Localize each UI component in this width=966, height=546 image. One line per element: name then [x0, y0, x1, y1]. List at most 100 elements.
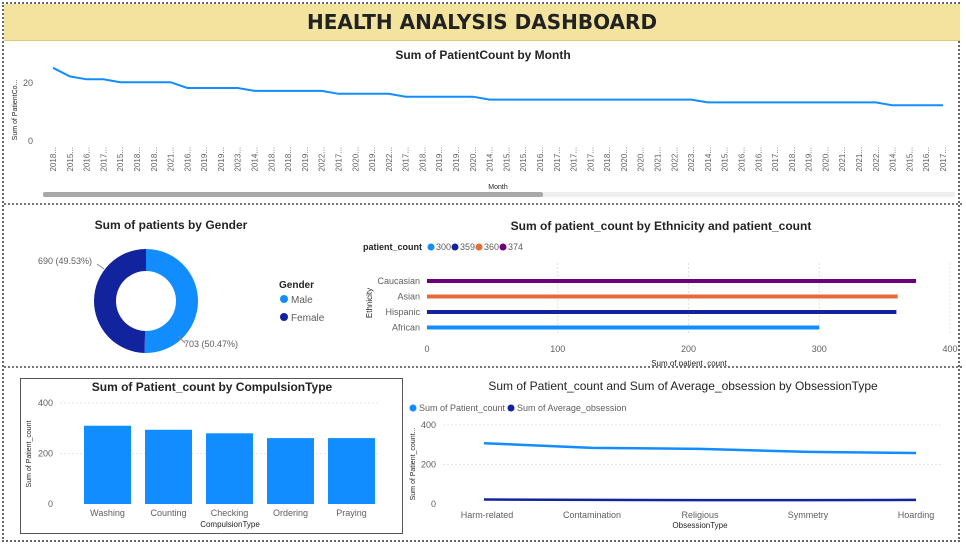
bar-ordering — [267, 438, 314, 504]
x-tick-label: 2018... — [150, 147, 159, 171]
x-tick-label: Checking — [211, 508, 249, 518]
x-tick-label: 2020... — [620, 147, 629, 171]
x-tick-label: 2017... — [586, 147, 595, 171]
x-tick-label: 2014... — [889, 147, 898, 171]
data-label-male: 703 (50.47%) — [184, 339, 238, 349]
x-tick-label: 2020... — [351, 147, 360, 171]
legend-title: Gender — [279, 280, 314, 291]
x-tick-label: Ordering — [273, 508, 308, 518]
x-tick-label: 2022... — [670, 147, 679, 171]
y-tick-label: 200 — [38, 449, 53, 459]
legend-marker — [280, 295, 288, 303]
x-tick-label: 2020... — [822, 147, 831, 171]
month-line-chart: Sum of PatientCount by Month 0 20 Sum of Pa… — [12, 48, 955, 197]
chart-title: Sum of Patient_count and Sum of Average_… — [488, 379, 878, 393]
bar-african — [427, 325, 820, 330]
x-tick-label: 2021... — [855, 147, 864, 171]
compulsion-bar-chart: Sum of Patient_count by CompulsionType 0 2… — [26, 380, 380, 529]
y-tick-label: 0 — [28, 136, 33, 146]
x-tick-label: 2018... — [133, 147, 142, 171]
x-axis-label: ObsessionType — [672, 521, 728, 530]
x-tick-label: 2019... — [200, 147, 209, 171]
legend-label: 374 — [508, 242, 523, 252]
chart-title: Sum of patients by Gender — [95, 218, 248, 232]
x-axis-label: Sum of patient_count — [651, 359, 727, 366]
x-tick-label: 2023... — [687, 147, 696, 171]
x-tick-label: 2021... — [654, 147, 663, 171]
legend-title: patient_count — [363, 242, 422, 252]
x-tick-label: 2018... — [788, 147, 797, 171]
x-tick-label: Symmetry — [788, 510, 829, 520]
x-tick-label: 200 — [681, 344, 696, 354]
legend-label: Female — [291, 313, 325, 324]
x-tick-label: 2016... — [754, 147, 763, 171]
legend-marker — [280, 313, 288, 321]
legend-marker — [427, 243, 435, 251]
y-tick-label: 400 — [421, 420, 436, 430]
legend-marker — [499, 243, 507, 251]
x-tick-label: 2014... — [486, 147, 495, 171]
y-tick-label: Caucasian — [377, 276, 420, 286]
compulsion-chart-border — [20, 378, 403, 534]
x-tick-label: 2016... — [183, 147, 192, 171]
x-tick-label: 2015... — [905, 147, 914, 171]
x-tick-label: 2018... — [418, 147, 427, 171]
x-tick-label: 2020... — [637, 147, 646, 171]
y-tick-label: Asian — [397, 292, 420, 302]
legend-marker — [507, 404, 515, 412]
x-tick-label: 2017... — [553, 147, 562, 171]
label-leader — [96, 263, 105, 270]
y-axis-label: Ethnicity — [365, 288, 374, 318]
bar-hispanic — [427, 310, 897, 314]
x-tick-label: 2015... — [116, 147, 125, 171]
series-line-patient-count — [483, 441, 917, 455]
data-label-female: 690 (49.53%) — [38, 256, 92, 266]
x-tick-label: 2016... — [922, 147, 931, 171]
legend-label: 300 — [436, 242, 451, 252]
legend-label: Sum of Patient_count — [419, 403, 506, 413]
x-tick-label: 2016... — [738, 147, 747, 171]
x-tick-label: 2019... — [805, 147, 814, 171]
x-tick-label: 2018... — [603, 147, 612, 171]
x-tick-label: Religious — [681, 510, 719, 520]
x-tick-label: 2015... — [519, 147, 528, 171]
series-line-average-obsession — [483, 498, 917, 502]
ethnicity-bar-chart: Sum of patient_count by Ethnicity and pa… — [363, 219, 958, 366]
x-tick-label: Washing — [90, 508, 125, 518]
bar-caucasian — [427, 279, 917, 283]
legend-label: Sum of Average_obsession — [517, 403, 626, 413]
x-tick-label: 2022... — [385, 147, 394, 171]
x-axis-label: Month — [488, 184, 508, 191]
chart-title: Sum of PatientCount by Month — [395, 48, 570, 62]
bar-checking — [206, 433, 253, 504]
x-tick-label: 2022... — [872, 147, 881, 171]
x-tick-label: 2018... — [49, 147, 58, 171]
donut-slice-male — [144, 249, 199, 353]
legend-label: Male — [291, 295, 313, 306]
divider-top — [4, 203, 962, 205]
y-tick-label: 400 — [38, 398, 53, 408]
x-tick-label: 2019... — [368, 147, 377, 171]
y-tick-label: 200 — [421, 460, 436, 470]
title-bar: HEALTH ANALYSIS DASHBOARD — [4, 4, 960, 41]
x-axis-label: CompulsionType — [200, 520, 260, 529]
x-tick-label: 2019... — [217, 147, 226, 171]
divider-middle — [4, 366, 962, 368]
x-tick-label: 2017... — [335, 147, 344, 171]
x-tick-label: Counting — [150, 508, 186, 518]
x-tick-label: 2017... — [570, 147, 579, 171]
x-tick-label: Praying — [336, 508, 367, 518]
x-tick-label: 2016... — [83, 147, 92, 171]
y-axis-label: Sum of Patient_count — [26, 420, 33, 487]
x-tick-label: 2019... — [435, 147, 444, 171]
chart-title: Sum of Patient_count by CompulsionType — [92, 380, 333, 394]
scrollbar-thumb[interactable] — [43, 192, 543, 197]
x-tick-label: 2017... — [99, 147, 108, 171]
x-tick-label: 2022... — [318, 147, 327, 171]
obsession-line-chart: Sum of Patient_count and Sum of Average_… — [409, 379, 943, 530]
gender-donut-chart: Sum of patients by Gender 703 (50.47%) 690… — [38, 218, 325, 353]
label-leader — [177, 335, 186, 344]
x-tick-label: 2015... — [502, 147, 511, 171]
x-tick-label: Hoarding — [898, 510, 935, 520]
